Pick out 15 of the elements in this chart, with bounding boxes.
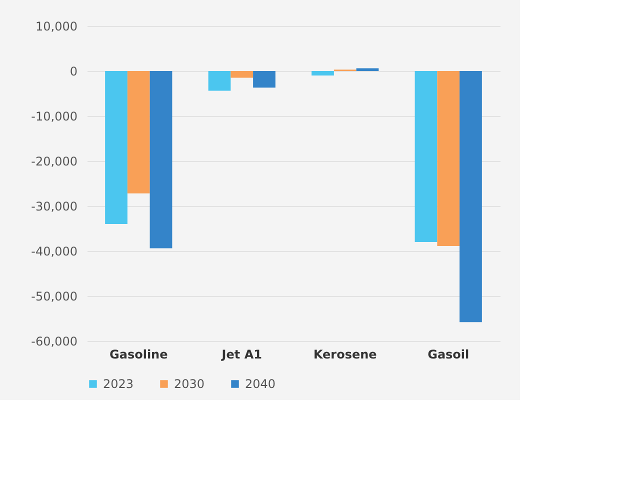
x-tick-label: Jet A1 [220, 348, 262, 362]
legend-label: 2023 [103, 377, 134, 391]
y-tick-label: 10,000 [36, 20, 78, 34]
y-tick-label: -20,000 [31, 154, 78, 168]
y-tick-label: -40,000 [31, 244, 78, 258]
x-tick-label: Kerosene [313, 348, 377, 362]
y-tick-label: -50,000 [31, 290, 78, 304]
x-tick-label: Gasoline [110, 348, 168, 362]
x-tick-label: Gasoil [428, 348, 470, 362]
y-tick-label: 0 [70, 64, 78, 78]
y-tick-label: -60,000 [31, 334, 78, 348]
legend-label: 2030 [174, 377, 205, 391]
y-tick-label: -30,000 [31, 200, 78, 214]
legend-label: 2040 [245, 377, 276, 391]
y-tick-label: -10,000 [31, 110, 78, 124]
